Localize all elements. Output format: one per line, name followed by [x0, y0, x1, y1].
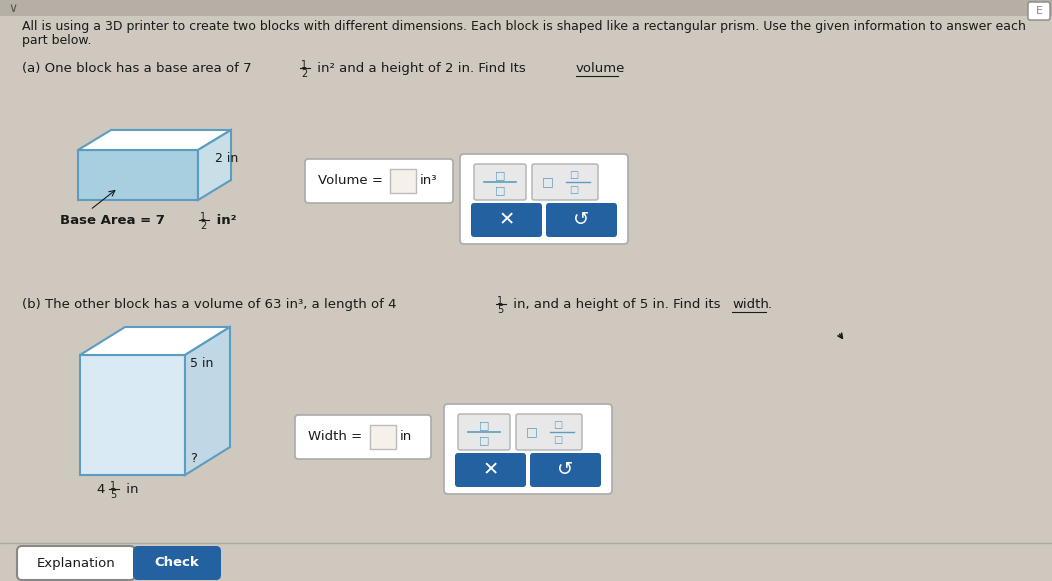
Text: □: □	[479, 435, 489, 445]
Text: □: □	[494, 185, 505, 195]
FancyBboxPatch shape	[460, 154, 628, 244]
Text: 2: 2	[200, 221, 206, 231]
Text: 2: 2	[301, 69, 307, 79]
Text: ✕: ✕	[499, 210, 514, 229]
FancyBboxPatch shape	[305, 159, 453, 203]
Text: □: □	[494, 170, 505, 180]
Text: part below.: part below.	[22, 34, 92, 47]
Text: □: □	[553, 435, 563, 445]
Text: Base Area = 7: Base Area = 7	[60, 214, 165, 227]
Text: width: width	[732, 298, 769, 311]
Text: 5 in: 5 in	[190, 357, 214, 370]
Polygon shape	[80, 327, 230, 355]
FancyBboxPatch shape	[546, 203, 618, 237]
Polygon shape	[185, 327, 230, 475]
Text: 5: 5	[497, 305, 503, 315]
Text: □: □	[526, 425, 538, 439]
Text: in: in	[400, 431, 412, 443]
Text: All is using a 3D printer to create two blocks with different dimensions. Each b: All is using a 3D printer to create two …	[22, 20, 1026, 33]
FancyBboxPatch shape	[390, 169, 416, 193]
Text: 1: 1	[200, 212, 206, 222]
Text: in³: in³	[420, 174, 438, 188]
FancyBboxPatch shape	[17, 546, 135, 580]
Text: .: .	[620, 62, 624, 75]
Text: 1: 1	[301, 60, 307, 70]
Text: .: .	[768, 298, 772, 311]
Text: in²: in²	[213, 214, 237, 227]
Text: in² and a height of 2 in. Find Its: in² and a height of 2 in. Find Its	[313, 62, 530, 75]
Text: E: E	[1035, 6, 1043, 16]
Text: Check: Check	[155, 557, 200, 569]
Polygon shape	[78, 150, 198, 200]
FancyBboxPatch shape	[133, 546, 221, 580]
Text: □: □	[569, 170, 579, 180]
Text: 1: 1	[110, 481, 116, 491]
Text: □: □	[553, 420, 563, 430]
Text: ∨: ∨	[8, 2, 17, 15]
FancyBboxPatch shape	[456, 453, 526, 487]
FancyBboxPatch shape	[444, 404, 612, 494]
Text: volume: volume	[576, 62, 625, 75]
Text: Volume =: Volume =	[318, 174, 387, 188]
Polygon shape	[198, 130, 231, 200]
Text: in, and a height of 5 in. Find its: in, and a height of 5 in. Find its	[509, 298, 725, 311]
Text: □: □	[479, 420, 489, 430]
FancyBboxPatch shape	[532, 164, 598, 200]
Text: Width =: Width =	[308, 431, 366, 443]
Text: 1: 1	[497, 296, 503, 306]
Text: □: □	[542, 175, 553, 188]
Text: □: □	[569, 185, 579, 195]
Polygon shape	[80, 355, 185, 475]
Text: 4: 4	[96, 483, 104, 496]
FancyBboxPatch shape	[0, 0, 1052, 16]
FancyBboxPatch shape	[1028, 2, 1050, 20]
FancyBboxPatch shape	[458, 414, 510, 450]
Text: in: in	[122, 483, 139, 496]
FancyBboxPatch shape	[474, 164, 526, 200]
Text: (a) One block has a base area of 7: (a) One block has a base area of 7	[22, 62, 251, 75]
Polygon shape	[78, 130, 231, 150]
Text: ↺: ↺	[558, 461, 573, 479]
Text: 2 in: 2 in	[215, 152, 238, 165]
Text: (b) The other block has a volume of 63 in³, a length of 4: (b) The other block has a volume of 63 i…	[22, 298, 397, 311]
Text: ?: ?	[190, 452, 197, 465]
FancyBboxPatch shape	[530, 453, 601, 487]
Text: ✕: ✕	[482, 461, 499, 479]
Text: Explanation: Explanation	[37, 557, 116, 569]
FancyBboxPatch shape	[471, 203, 542, 237]
Text: ↺: ↺	[573, 210, 590, 229]
FancyBboxPatch shape	[515, 414, 582, 450]
Text: 5: 5	[110, 490, 117, 500]
FancyBboxPatch shape	[370, 425, 396, 449]
FancyBboxPatch shape	[295, 415, 431, 459]
